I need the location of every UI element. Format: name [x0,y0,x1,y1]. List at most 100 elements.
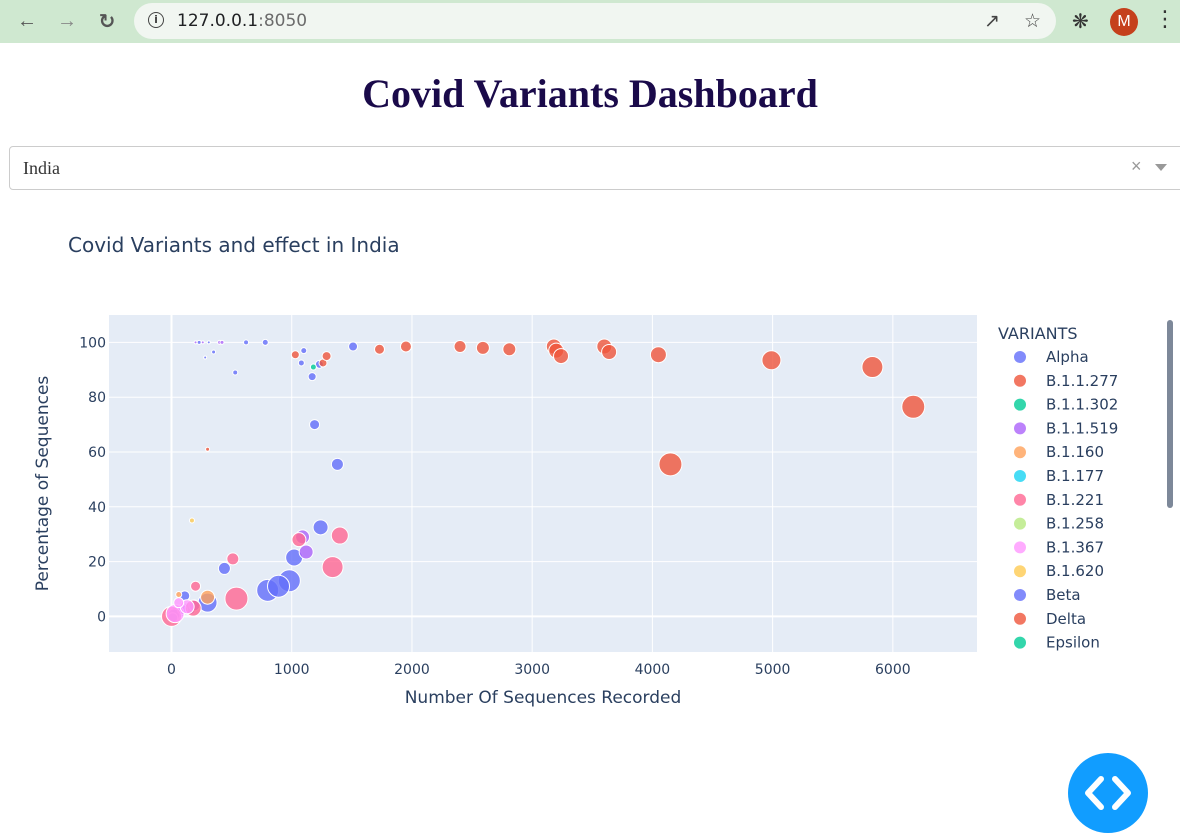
data-point [453,340,467,354]
back-arrow-icon[interactable]: ← [17,9,37,32]
legend-item-label: B.1.620 [1046,562,1104,580]
extensions-icon[interactable]: ❋ [1072,11,1089,33]
x-axis-label: Number Of Sequences Recorded [405,688,682,708]
data-points [161,338,926,627]
legend-marker [1014,541,1026,554]
data-point [200,340,205,345]
menu-kebab-icon[interactable]: ⋮ [1154,6,1176,31]
data-point [553,348,570,365]
gridlines [109,315,977,652]
legend-marker [1014,374,1026,387]
legend-scrollbar[interactable] [1167,320,1173,508]
data-point [373,343,385,355]
data-point [861,356,884,379]
legend-item-label: Delta [1046,610,1086,628]
legend-marker [1014,589,1026,601]
info-icon[interactable]: i [148,12,164,28]
avatar[interactable]: M [1110,8,1138,36]
page-title: Covid Variants Dashboard [362,71,818,116]
data-point [205,446,211,452]
data-point [217,561,231,575]
browser-toolbar: ← → ↻ i 127.0.0.1:8050 ↗ ☆ ❋ M ⋮ [0,0,1180,43]
data-point [298,544,314,560]
data-point [193,340,198,345]
legend-marker [1014,517,1026,530]
data-point [658,452,683,477]
data-point [307,372,317,382]
data-point [321,556,344,579]
y-tick-label: 100 [79,335,106,351]
data-point [901,394,926,419]
scatter-chart: Covid Variants and effect in India 0 1000… [33,233,1118,708]
x-tick-label: 5000 [755,662,791,678]
legend-marker [1014,493,1026,506]
legend-item-label: B.1.160 [1046,443,1104,461]
data-point [330,526,349,545]
legend-item-label: B.1.177 [1046,467,1104,485]
legend-item-label: B.1.1.302 [1046,396,1118,414]
y-tick-label: 60 [88,445,106,461]
data-point [348,341,359,352]
axis-ticks: 0 1000 2000 3000 4000 5000 6000 0 20 40 60 80 100 [79,335,910,678]
data-point [188,517,195,524]
data-point [330,457,344,471]
legend: Alpha B.1.1.277 B.1.1.302 B.1.1.519 B.1.160 B… [1014,348,1118,652]
data-point [175,590,183,598]
y-axis-label: Percentage of Sequences [33,376,53,592]
share-icon[interactable]: ↗ [984,11,1000,32]
data-point [206,340,211,345]
x-tick-label: 3000 [514,662,550,678]
data-point [475,340,490,355]
country-dropdown[interactable]: India × [9,146,1180,190]
data-point [190,580,202,592]
data-point [224,586,249,611]
data-point [232,369,239,376]
data-point [243,339,250,346]
code-brackets-icon [1085,776,1131,810]
legend-marker [1014,470,1026,482]
data-point [321,351,332,362]
y-tick-label: 40 [88,500,106,516]
star-icon[interactable]: ☆ [1024,11,1042,32]
x-tick-label: 4000 [635,662,671,678]
clear-icon[interactable]: × [1131,156,1142,176]
address-bar[interactable]: i 127.0.0.1:8050 ↗ ☆ [134,3,1056,39]
data-point [309,419,321,431]
data-point [290,350,300,360]
y-tick-label: 20 [88,555,106,571]
data-point [211,349,217,355]
data-point [173,597,185,609]
legend-marker [1014,422,1026,435]
legend-marker [1014,565,1026,578]
data-point [267,574,291,598]
legend-marker [1014,612,1026,625]
data-point [649,346,667,364]
url-port: :8050 [258,11,308,31]
data-point [309,363,317,371]
data-point [200,589,216,605]
forward-arrow-icon[interactable]: → [57,9,77,32]
legend-item-label: B.1.221 [1046,491,1104,509]
data-point [261,338,269,346]
legend-marker [1014,398,1026,411]
chart-title: Covid Variants and effect in India [68,233,400,257]
reload-icon[interactable]: ↻ [98,10,116,33]
legend-item-label: Beta [1046,586,1081,604]
data-point [196,339,202,345]
legend-item-label: Alpha [1046,348,1089,366]
x-tick-label: 2000 [394,662,430,678]
chevron-down-icon[interactable] [1155,164,1167,171]
code-toggle-button[interactable] [1068,753,1148,833]
plot-area [109,315,977,652]
legend-item-label: B.1.1.519 [1046,419,1118,437]
legend-title: VARIANTS [998,324,1078,343]
data-point [226,552,240,566]
x-tick-label: 1000 [274,662,310,678]
url-text[interactable]: 127.0.0.1:8050 [177,11,307,31]
legend-marker [1014,446,1026,459]
data-point [203,355,208,360]
url-host: 127.0.0.1 [177,11,259,31]
x-tick-label: 0 [167,662,176,678]
y-tick-label: 0 [97,609,106,625]
data-point [502,342,517,357]
